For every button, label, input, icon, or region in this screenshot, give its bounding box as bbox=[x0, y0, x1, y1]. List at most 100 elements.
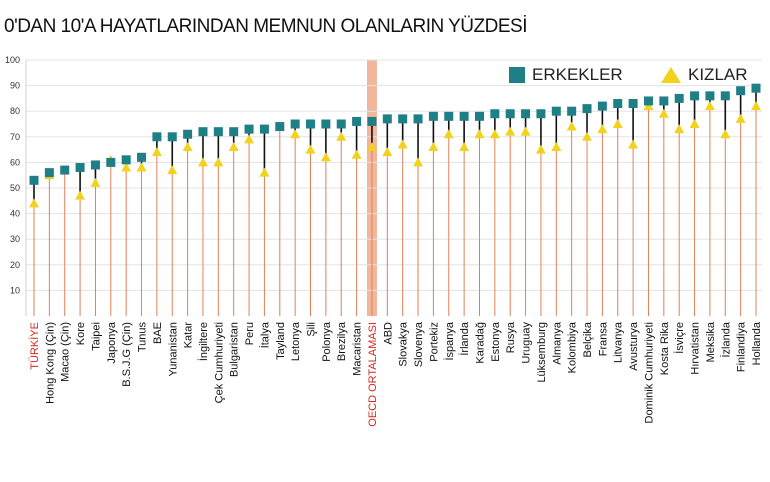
legend-kizlar: KIZLAR bbox=[660, 65, 748, 84]
y-tick-label: 80 bbox=[10, 106, 20, 116]
category-label: Belçika bbox=[582, 321, 594, 357]
kizlar-marker bbox=[674, 124, 685, 134]
kizlar-marker bbox=[305, 144, 316, 154]
kizlar-marker bbox=[213, 157, 224, 167]
kizlar-marker bbox=[136, 162, 147, 172]
erkekler-marker bbox=[459, 111, 469, 121]
category-label: Kore bbox=[75, 322, 87, 345]
y-tick-label: 40 bbox=[10, 209, 20, 219]
legend-erkekler-label: ERKEKLER bbox=[532, 65, 623, 84]
kizlar-marker bbox=[75, 190, 86, 200]
kizlar-marker bbox=[505, 126, 516, 136]
category-label: Tayland bbox=[275, 322, 287, 360]
category-label: Kosta Rika bbox=[659, 321, 671, 375]
category-label: Polonya bbox=[321, 321, 333, 362]
erkekler-marker bbox=[444, 111, 454, 121]
category-label: Slovenya bbox=[413, 321, 425, 367]
category-label: Macao (Çin) bbox=[60, 322, 72, 382]
category-label: Şili bbox=[306, 322, 318, 337]
erkekler-marker bbox=[474, 111, 484, 121]
y-tick-label: 50 bbox=[10, 183, 20, 193]
category-label: Taipei bbox=[90, 322, 102, 351]
kizlar-marker bbox=[597, 124, 608, 134]
category-label: İngiltere bbox=[197, 322, 210, 361]
kizlar-marker bbox=[29, 198, 39, 208]
category-label: Finlandiya bbox=[736, 321, 748, 372]
kizlar-marker bbox=[259, 167, 270, 177]
erkekler-marker bbox=[505, 109, 515, 119]
category-label: Portekiz bbox=[428, 322, 440, 362]
erkekler-marker bbox=[536, 109, 546, 119]
erkekler-marker bbox=[290, 119, 300, 129]
y-tick-label: 70 bbox=[10, 132, 20, 142]
category-label: Dominik Cumhuriyeti bbox=[643, 322, 655, 423]
kizlar-marker bbox=[628, 139, 639, 149]
erkekler-marker bbox=[244, 124, 254, 134]
erkekler-marker bbox=[398, 114, 408, 124]
erkekler-marker bbox=[705, 91, 715, 101]
erkekler-marker bbox=[659, 96, 669, 106]
category-label: İtalya bbox=[258, 321, 271, 348]
erkekler-marker bbox=[229, 127, 239, 137]
erkekler-marker bbox=[428, 111, 438, 121]
erkekler-marker bbox=[597, 101, 607, 111]
kizlar-marker bbox=[643, 101, 654, 111]
erkekler-marker bbox=[75, 163, 85, 173]
category-label: Çek Cumhuriyeti bbox=[213, 322, 225, 403]
kizlar-marker bbox=[197, 157, 208, 167]
kizlar-marker bbox=[704, 101, 715, 111]
erkekler-marker bbox=[152, 132, 162, 142]
category-label: Hırvatistan bbox=[690, 322, 702, 375]
category-label: İrlanda bbox=[458, 321, 471, 356]
erkekler-marker bbox=[567, 106, 577, 116]
kizlar-marker bbox=[566, 121, 577, 131]
y-tick-label: 100 bbox=[5, 55, 20, 65]
y-tick-label: 30 bbox=[10, 234, 20, 244]
kizlar-marker bbox=[658, 108, 669, 118]
category-label: Estonya bbox=[490, 321, 502, 362]
page-title: 0'DAN 10'A HAYATLARINDAN MEMNUN OLANLARI… bbox=[4, 16, 527, 37]
erkekler-marker bbox=[751, 83, 761, 93]
category-label: Slovakya bbox=[398, 321, 410, 367]
erkekler-marker bbox=[613, 99, 623, 109]
kizlar-marker bbox=[520, 126, 531, 136]
kizlar-marker bbox=[121, 162, 132, 172]
category-label: B.S.J.G (Çin) bbox=[121, 322, 133, 387]
category-label: BAE bbox=[152, 322, 164, 344]
kizlar-marker bbox=[167, 165, 178, 175]
y-tick-label: 10 bbox=[10, 285, 20, 295]
erkekler-marker bbox=[121, 155, 131, 165]
category-label: İsviçre bbox=[673, 322, 686, 354]
kizlar-marker bbox=[751, 101, 761, 111]
category-label: Bulgaristan bbox=[229, 322, 241, 377]
erkekler-marker bbox=[521, 109, 531, 119]
kizlar-marker bbox=[489, 129, 500, 139]
erkekler-marker bbox=[382, 114, 392, 124]
erkekler-marker bbox=[306, 119, 316, 129]
erkekler-marker bbox=[628, 99, 638, 109]
erkekler-marker bbox=[90, 160, 100, 170]
erkekler-marker bbox=[643, 96, 653, 106]
category-label: Rusya bbox=[505, 321, 517, 353]
erkekler-marker bbox=[720, 91, 730, 101]
category-label: Katar bbox=[183, 322, 195, 349]
category-label: Japonya bbox=[106, 321, 118, 363]
kizlar-marker bbox=[689, 119, 700, 128]
kizlar-marker bbox=[182, 142, 193, 152]
erkekler-marker bbox=[198, 127, 208, 137]
category-label: Tunus bbox=[137, 322, 149, 353]
kizlar-marker bbox=[382, 147, 393, 157]
category-label: Brezilya bbox=[336, 321, 348, 361]
category-label: Letonya bbox=[290, 321, 302, 361]
kizlar-marker bbox=[413, 157, 424, 167]
category-label: OECD ORTALAMASI bbox=[367, 322, 379, 427]
teal-square-icon bbox=[509, 67, 525, 83]
category-label: Meksika bbox=[705, 321, 717, 362]
erkekler-marker bbox=[352, 116, 362, 126]
y-tick-label: 90 bbox=[10, 81, 20, 91]
erkekler-marker bbox=[29, 175, 39, 185]
kizlar-marker bbox=[459, 142, 470, 152]
erkekler-marker bbox=[167, 132, 177, 142]
erkekler-marker bbox=[275, 122, 285, 132]
